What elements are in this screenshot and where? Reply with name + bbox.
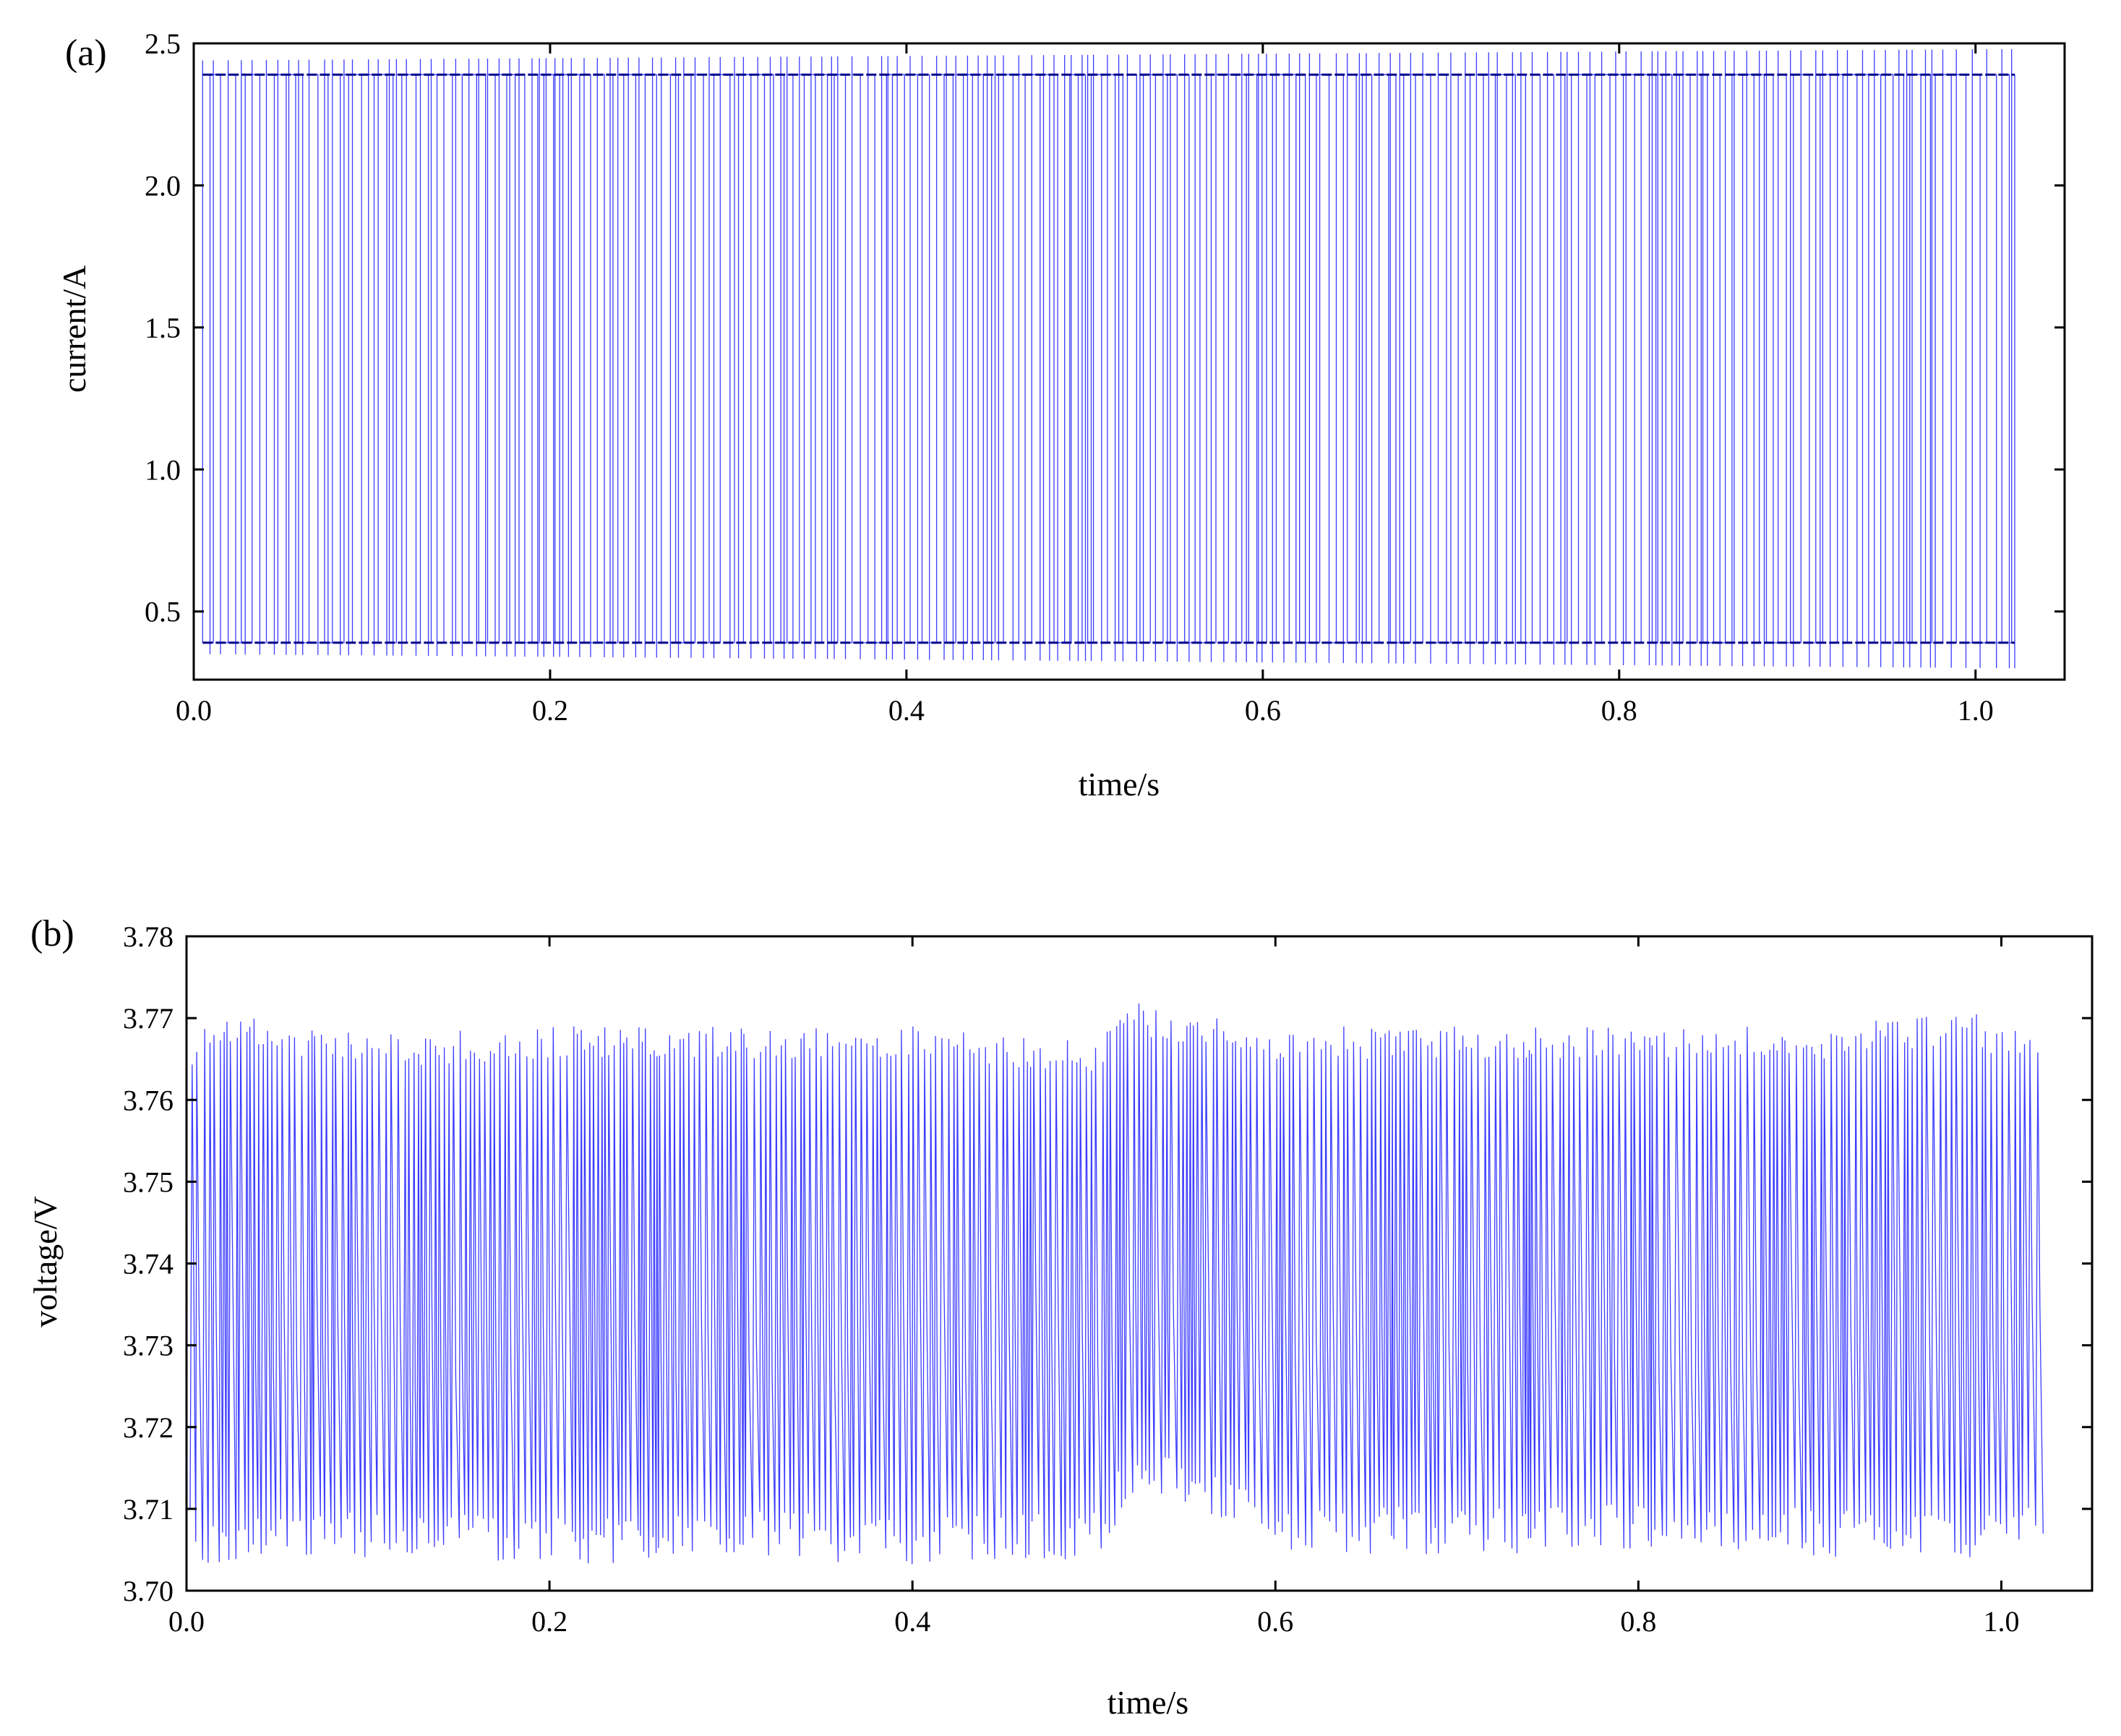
y-tick-label-a-1: 1.0: [145, 453, 181, 486]
x-tick-label-b-2: 0.4: [894, 1605, 930, 1638]
voltage-chart: (b) 0.0 0.2 0.4 0.6 0.8 1.0 3.703.713.723.733…: [27, 913, 2094, 1721]
y-axis-label-b: voltage/V: [27, 1196, 64, 1327]
voltage-series: [189, 1003, 2044, 1565]
x-tick-label-a-4: 0.8: [1601, 694, 1637, 727]
y-tick-label-b-2: 3.72: [123, 1411, 173, 1444]
y-tick-label-b-8: 3.78: [123, 920, 173, 953]
current-chart: (a) 0.0 0.2 0.4 0.6 0.8 1.0 0.5 1.0 1.5 2.0 2.5 t…: [56, 27, 2066, 803]
x-tick-label-a-0: 0.0: [176, 694, 212, 727]
x-axis-ticks-a: 0.0 0.2 0.4 0.6 0.8 1.0: [176, 43, 1994, 727]
panel-label-b: (b): [30, 913, 74, 954]
voltage-series-line: [189, 1003, 2044, 1565]
y-tick-label-b-1: 3.71: [123, 1493, 173, 1526]
x-tick-label-b-1: 0.2: [531, 1605, 567, 1638]
x-tick-label-b-5: 1.0: [1983, 1605, 2019, 1638]
y-tick-label-b-7: 3.77: [123, 1002, 173, 1035]
current-series: [202, 48, 2015, 669]
y-tick-label-b-5: 3.75: [123, 1166, 173, 1198]
x-tick-label-a-1: 0.2: [532, 694, 568, 727]
y-tick-label-b-6: 3.76: [123, 1084, 173, 1116]
y-axis-ticks-a: 0.5 1.0 1.5 2.0 2.5: [145, 27, 2065, 628]
x-tick-label-b-0: 0.0: [168, 1605, 205, 1638]
plot-frame-a: [192, 42, 2066, 681]
x-tick-label-a-5: 1.0: [1958, 694, 1994, 727]
y-tick-label-a-0: 0.5: [145, 596, 181, 628]
y-axis-label-a: current/A: [56, 265, 93, 393]
current-series-line: [202, 48, 2015, 669]
y-tick-label-a-2: 1.5: [145, 312, 181, 344]
x-axis-ticks-b: 0.0 0.2 0.4 0.6 0.8 1.0: [168, 936, 2019, 1638]
y-tick-label-b-3: 3.73: [123, 1330, 173, 1362]
y-tick-label-a-3: 2.0: [145, 169, 181, 202]
y-tick-label-b-0: 3.70: [123, 1575, 173, 1607]
x-tick-label-b-4: 0.8: [1620, 1605, 1656, 1638]
y-tick-label-a-4: 2.5: [145, 27, 181, 60]
x-axis-label-a: time/s: [1079, 766, 1160, 803]
x-tick-label-a-3: 0.6: [1245, 694, 1281, 727]
y-axis-ticks-b: 3.70 3.71 3.72 3.73 3.74 3.75 3.76 3.77 3.78: [123, 920, 2092, 1607]
x-tick-label-a-2: 0.4: [888, 694, 925, 727]
x-tick-label-b-3: 0.6: [1257, 1605, 1293, 1638]
panel-label-a: (a): [65, 33, 107, 74]
x-axis-label-b: time/s: [1107, 1684, 1188, 1721]
y-tick-label-b-4: 3.74: [123, 1248, 173, 1280]
